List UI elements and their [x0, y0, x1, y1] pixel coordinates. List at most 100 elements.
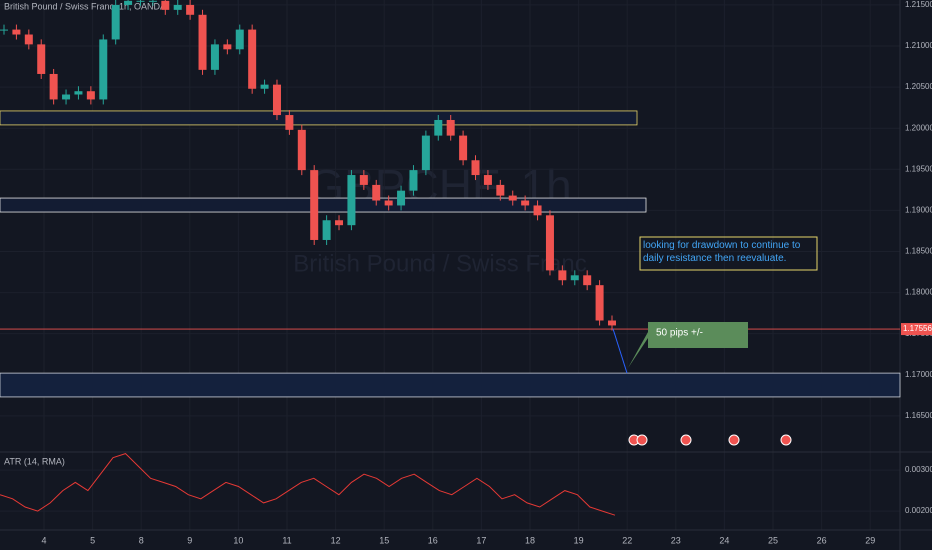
price-tick-label: 1.16500 — [905, 411, 932, 420]
price-tick-label: 1.19500 — [905, 164, 932, 173]
candle — [483, 175, 492, 185]
projection-line — [612, 328, 628, 374]
candle — [124, 0, 133, 5]
target-callout — [628, 322, 748, 368]
candle — [310, 170, 319, 240]
candle — [608, 320, 616, 326]
candle — [347, 175, 356, 226]
candle — [136, 0, 145, 2]
candle — [0, 29, 8, 31]
price-tick-label: 1.19000 — [905, 205, 932, 214]
note: looking for drawdown to continue to dail… — [643, 240, 801, 264]
candle — [186, 4, 195, 15]
note-text: looking for drawdown to continue to dail… — [643, 240, 801, 264]
price-tick-label: 1.21500 — [905, 0, 932, 9]
candle — [297, 129, 306, 171]
atr-line — [0, 453, 616, 516]
current-price-label: 1.17556 — [903, 324, 932, 333]
candle — [496, 184, 505, 196]
event-icon[interactable] — [636, 434, 648, 446]
candle — [260, 84, 269, 89]
candle — [37, 44, 46, 74]
event-icon[interactable] — [780, 434, 792, 446]
candle — [372, 184, 381, 201]
time-label: 10 — [233, 535, 243, 545]
candle — [148, 0, 157, 2]
candle — [570, 275, 579, 281]
candle — [12, 29, 21, 35]
time-label: 19 — [574, 535, 584, 545]
time-label: 11 — [282, 535, 291, 545]
event-icons — [628, 434, 792, 446]
time-label: 24 — [719, 535, 729, 545]
candle — [397, 190, 406, 206]
candle — [24, 34, 33, 45]
time-label: 5 — [90, 535, 95, 545]
note-box — [639, 236, 818, 271]
time-label: 9 — [187, 535, 192, 545]
time-label: 8 — [139, 535, 144, 545]
candle — [285, 115, 294, 130]
time-label: 18 — [525, 535, 535, 545]
time-label: 16 — [428, 535, 438, 545]
target-text: 50 pips +/- — [656, 328, 703, 339]
price-tick-label: 1.18000 — [905, 288, 932, 297]
candle — [421, 135, 430, 171]
watermark-description: British Pound / Swiss Franc — [293, 250, 586, 277]
candle — [545, 215, 554, 271]
candle — [86, 91, 95, 100]
candle — [583, 275, 592, 286]
candle — [248, 29, 257, 89]
candle — [173, 4, 182, 10]
current-price-tag — [901, 323, 932, 336]
candle — [111, 4, 120, 40]
time-label: 22 — [622, 535, 632, 545]
time-label: 12 — [331, 535, 341, 545]
price-tick-label: 1.20000 — [905, 123, 932, 132]
event-icon[interactable] — [680, 434, 692, 446]
candle — [62, 94, 71, 100]
candle — [533, 205, 542, 216]
candle — [161, 0, 170, 10]
candle — [223, 44, 232, 50]
price-tick-label: 1.21000 — [905, 41, 932, 50]
price-tick-label: 1.17000 — [905, 370, 932, 379]
candle — [49, 73, 58, 100]
header-title: British Pound / Swiss Franc, 1h, OANDA — [4, 1, 166, 11]
time-label: 26 — [817, 535, 827, 545]
time-label: 4 — [41, 535, 46, 545]
price-tick-label: 1.20500 — [905, 82, 932, 91]
atr-tick-label: 0.00300 — [905, 465, 932, 474]
time-label: 23 — [671, 535, 681, 545]
candle — [74, 91, 83, 95]
candle — [235, 29, 244, 50]
candle — [434, 119, 443, 136]
atr-tick-label: 0.00200 — [905, 506, 932, 515]
zone — [0, 372, 901, 398]
candle — [595, 285, 604, 321]
candle — [359, 175, 368, 185]
candle — [409, 170, 418, 191]
candle — [521, 200, 530, 206]
candle — [335, 220, 344, 226]
atr-label: ATR (14, RMA) — [4, 456, 65, 466]
candle — [272, 84, 281, 116]
candle — [210, 44, 219, 70]
candle — [471, 160, 480, 176]
time-label: 25 — [768, 535, 778, 545]
candle — [508, 195, 517, 201]
time-label: 29 — [865, 535, 875, 545]
zone — [0, 110, 638, 126]
candle — [446, 119, 455, 136]
candle — [99, 39, 108, 100]
candle — [558, 270, 567, 281]
time-label: 15 — [379, 535, 389, 545]
candle — [384, 200, 393, 206]
event-icon[interactable] — [728, 434, 740, 446]
time-label: 17 — [476, 535, 486, 545]
zone — [0, 197, 647, 213]
candle — [459, 135, 468, 161]
price-tick-label: 1.18500 — [905, 247, 932, 256]
